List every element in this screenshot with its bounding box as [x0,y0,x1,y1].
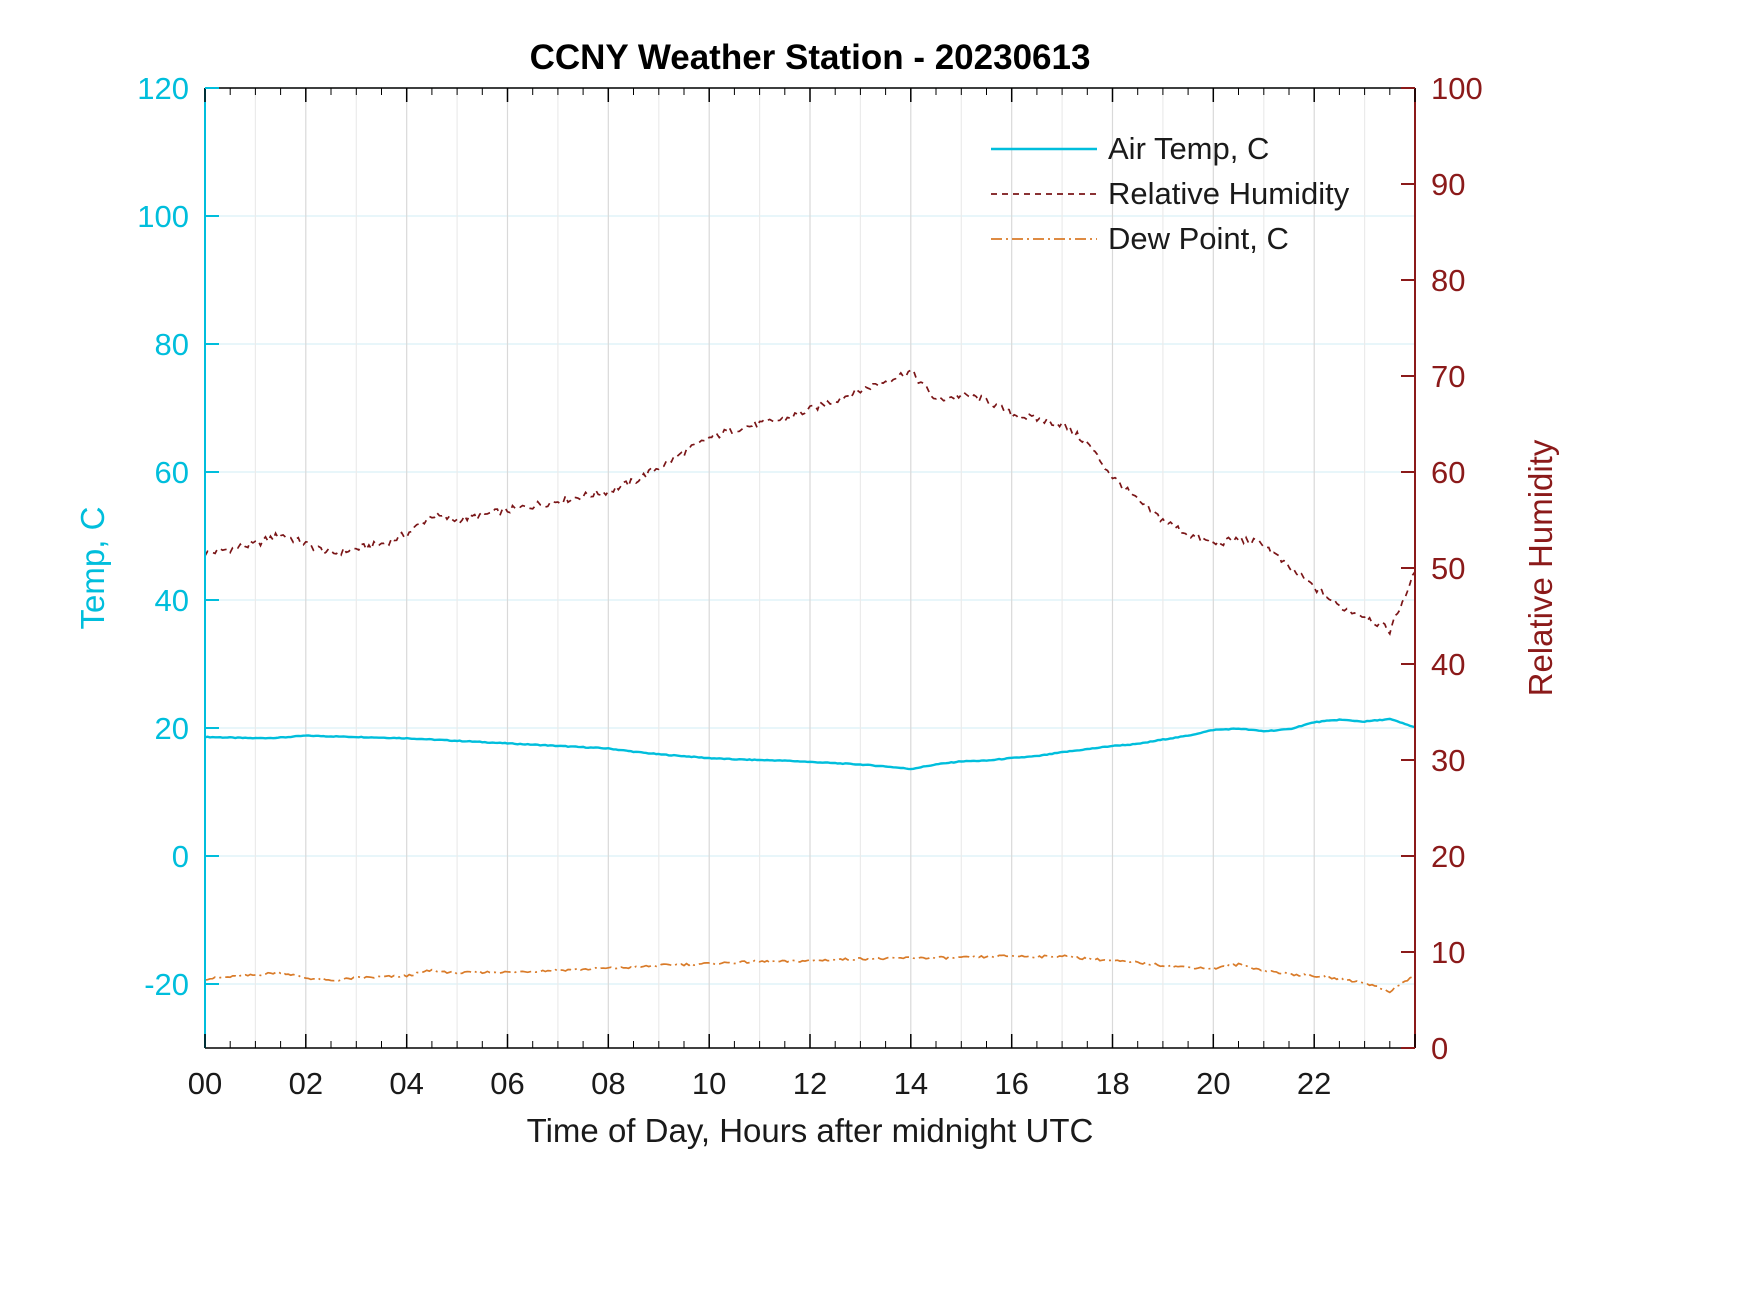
x-tick-label: 22 [1297,1066,1331,1101]
left-y-tick-label: 100 [137,199,189,234]
legend-item: Air Temp, C [988,126,1349,171]
right-y-tick-label: 70 [1431,359,1465,394]
left-y-tick-label: 120 [137,71,189,106]
right-y-tick-label: 50 [1431,551,1465,586]
legend-label: Air Temp, C [1108,130,1270,166]
left-y-tick-label: -20 [144,967,189,1002]
right-y-tick-label: 90 [1431,167,1465,202]
right-y-tick-label: 30 [1431,743,1465,778]
right-y-tick-label: 60 [1431,455,1465,490]
right-y-tick-label: 80 [1431,263,1465,298]
legend-line-sample [991,237,1097,240]
series-relative-humidity [205,369,1415,636]
legend-item: Relative Humidity [988,171,1349,216]
x-tick-label: 12 [793,1066,827,1101]
series-air-temp-c [205,717,1415,771]
right-y-tick-label: 10 [1431,935,1465,970]
legend: Air Temp, C Relative Humidity Dew Point, C [988,126,1349,261]
x-tick-label: 16 [994,1066,1028,1101]
legend-line-sample [991,192,1097,195]
left-y-tick-label: 60 [155,455,189,490]
x-tick-label: 14 [894,1066,928,1101]
left-y-axis-label: Temp, C [74,506,111,630]
right-y-tick-label: 0 [1431,1031,1448,1066]
right-y-tick-label: 20 [1431,839,1465,874]
left-y-tick-label: 80 [155,327,189,362]
x-tick-label: 20 [1196,1066,1230,1101]
left-y-tick-label: 20 [155,711,189,746]
legend-line-sample [991,147,1097,150]
x-tick-label: 06 [490,1066,524,1101]
legend-label: Dew Point, C [1108,220,1289,256]
x-tick-label: 00 [188,1066,222,1101]
right-y-tick-label: 100 [1431,71,1483,106]
x-tick-label: 08 [591,1066,625,1101]
x-tick-label: 10 [692,1066,726,1101]
legend-label: Relative Humidity [1108,175,1350,211]
x-tick-label: 18 [1095,1066,1129,1101]
x-axis-label: Time of Day, Hours after midnight UTC [526,1112,1094,1149]
right-y-axis-label: Relative Humidity [1522,439,1559,697]
x-tick-label: 04 [389,1066,423,1101]
left-y-tick-label: 40 [155,583,189,618]
left-y-tick-label: 0 [172,839,189,874]
series-dew-point-c [205,954,1415,994]
right-y-tick-label: 40 [1431,647,1465,682]
x-tick-label: 02 [289,1066,323,1101]
legend-item: Dew Point, C [988,216,1349,261]
chart-title: CCNY Weather Station - 20230613 [529,38,1091,77]
